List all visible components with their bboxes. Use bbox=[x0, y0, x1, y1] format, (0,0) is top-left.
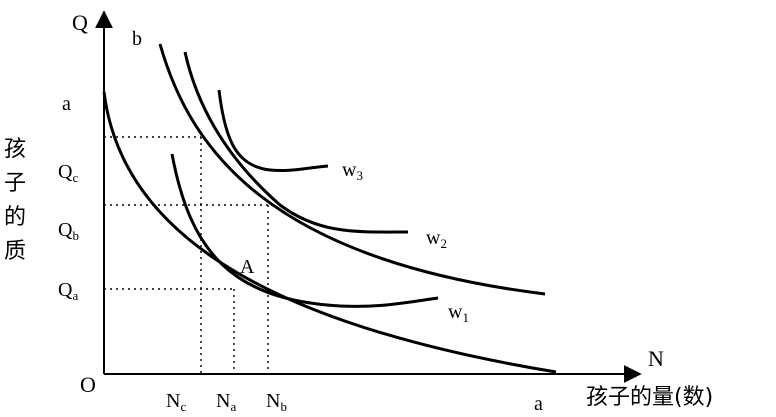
point-a-label: A bbox=[240, 256, 255, 278]
tick-qb-main: Q bbox=[58, 219, 73, 241]
label-w1-main: w bbox=[448, 301, 463, 323]
label-b: b bbox=[132, 28, 142, 50]
label-a-y-intercept: a bbox=[62, 93, 71, 115]
tick-nc: Nc bbox=[166, 390, 186, 414]
budget-curve-a bbox=[102, 91, 557, 374]
tick-qc: Qc bbox=[58, 161, 78, 185]
tick-nc-main: N bbox=[166, 390, 180, 412]
tick-nb: Nb bbox=[266, 390, 287, 414]
tick-qc-main: Q bbox=[58, 161, 73, 183]
tick-na: Na bbox=[216, 390, 236, 414]
x-axis-letter: N bbox=[648, 346, 664, 371]
indifference-curve-w2 bbox=[183, 51, 409, 234]
origin-label: O bbox=[80, 372, 96, 397]
tick-qa: Qa bbox=[58, 279, 78, 303]
y-title-char-1: 孩 bbox=[4, 137, 26, 162]
indifference-curve-w1 bbox=[170, 153, 439, 308]
label-a-x-intercept: a bbox=[534, 393, 543, 415]
tick-qa-sub: a bbox=[72, 288, 78, 303]
tick-qa-main: Q bbox=[58, 279, 73, 301]
tick-nb-sub: b bbox=[280, 399, 287, 414]
budget-curve-b bbox=[158, 43, 546, 296]
label-w1-sub: 1 bbox=[462, 310, 469, 325]
y-axis-letter: Q bbox=[72, 10, 88, 35]
label-w2: w2 bbox=[426, 227, 447, 251]
tick-nb-main: N bbox=[266, 390, 280, 412]
tick-qb: Qb bbox=[58, 219, 79, 243]
tick-nc-sub: c bbox=[180, 399, 186, 414]
tick-qc-sub: c bbox=[72, 170, 78, 185]
label-w3-main: w bbox=[342, 159, 357, 181]
label-w2-main: w bbox=[426, 227, 441, 249]
tick-na-sub: a bbox=[230, 399, 236, 414]
indifference-curve-w3 bbox=[217, 89, 329, 172]
label-w1: w1 bbox=[448, 301, 469, 325]
tick-qb-sub: b bbox=[72, 228, 79, 243]
y-title-char-4: 质 bbox=[4, 239, 26, 264]
y-title-char-3: 的 bbox=[4, 205, 26, 230]
tick-na-main: N bbox=[216, 390, 230, 412]
label-w3-sub: 3 bbox=[356, 168, 363, 183]
label-w2-sub: 2 bbox=[440, 236, 447, 251]
y-title-char-2: 子 bbox=[4, 171, 26, 196]
label-w3: w3 bbox=[342, 159, 363, 183]
x-axis-title: 孩子的量(数) bbox=[586, 385, 713, 410]
